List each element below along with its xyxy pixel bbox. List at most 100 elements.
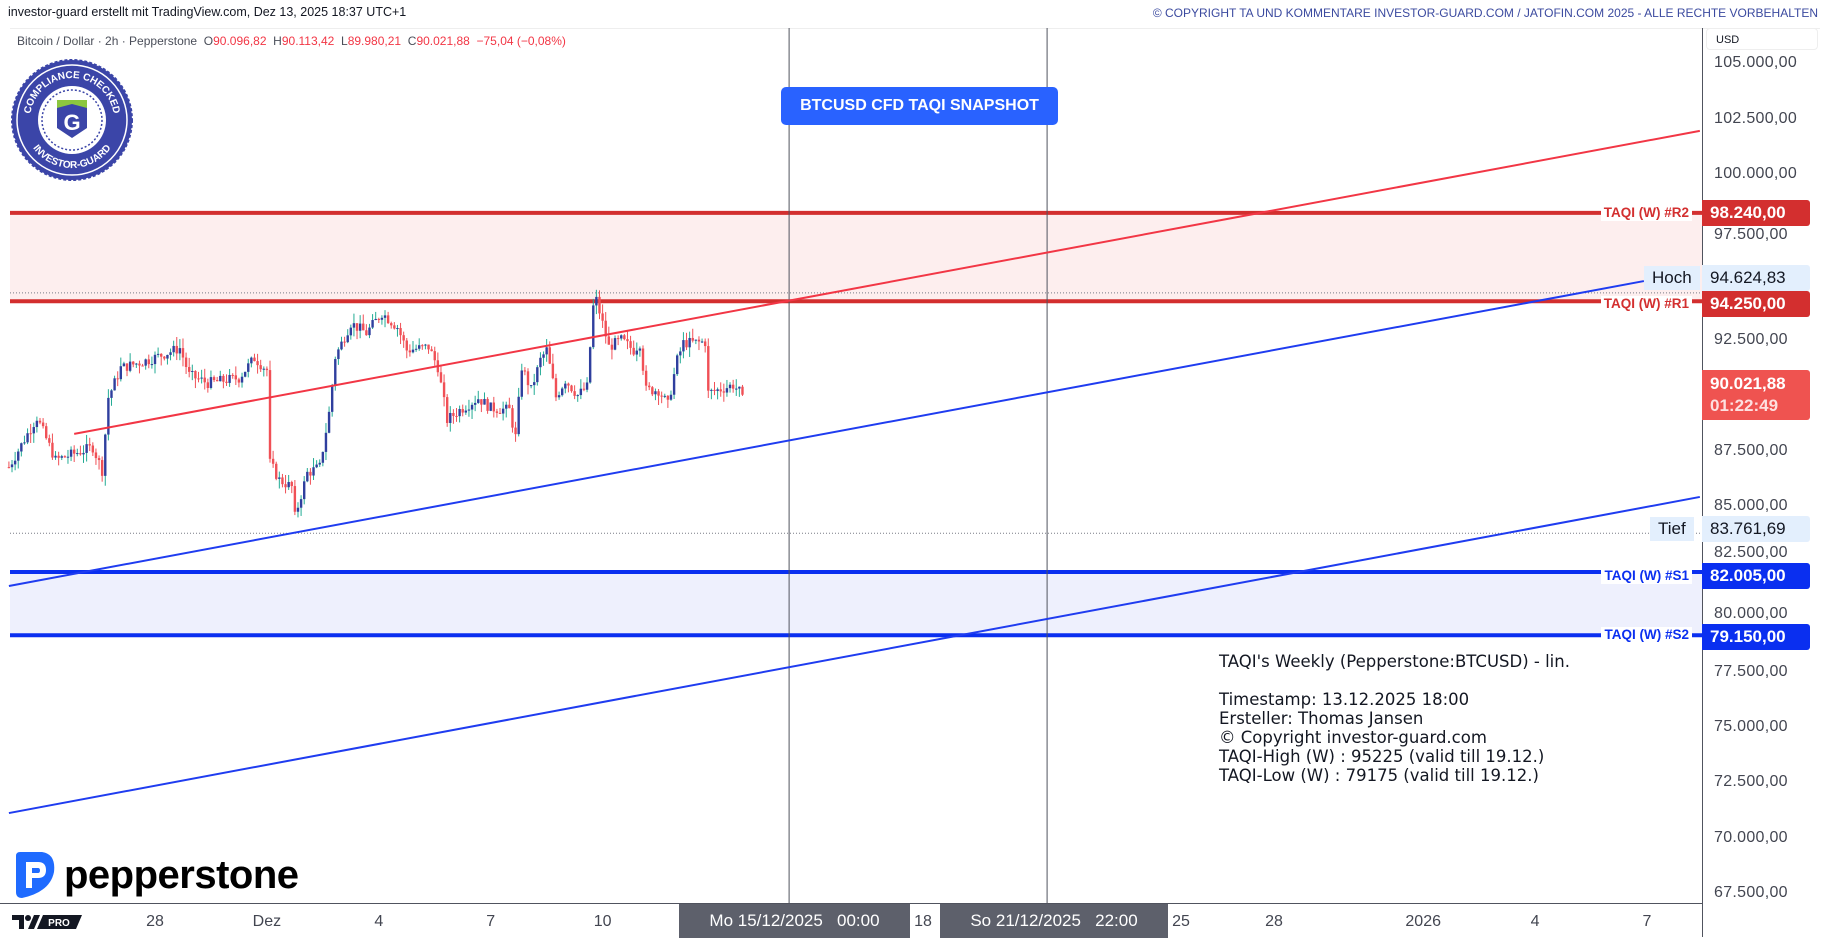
candle-body bbox=[187, 367, 191, 372]
candle-body bbox=[707, 346, 710, 391]
pepperstone-wordmark: pepperstone bbox=[64, 852, 299, 897]
candle-body bbox=[215, 380, 219, 382]
candle-body bbox=[635, 350, 638, 355]
candle-body bbox=[383, 315, 387, 318]
candle-body bbox=[324, 432, 328, 452]
candle-body bbox=[219, 375, 222, 382]
candle-body bbox=[69, 449, 73, 457]
candle-body bbox=[374, 318, 377, 321]
price-axis-border bbox=[1702, 28, 1703, 937]
candle-body bbox=[526, 371, 530, 386]
pepperstone-p-icon bbox=[16, 852, 55, 898]
candle-body bbox=[694, 339, 698, 341]
candle-body bbox=[445, 397, 449, 423]
candle-body bbox=[666, 395, 670, 400]
candle-body bbox=[116, 378, 119, 380]
candle-body bbox=[573, 391, 576, 396]
candle-body bbox=[79, 453, 82, 455]
candle-body bbox=[644, 370, 648, 386]
price-label-r2: 98.240,00 bbox=[1702, 199, 1810, 226]
candle-body bbox=[327, 411, 331, 433]
high-tag: Hoch bbox=[1644, 265, 1700, 290]
candle-body bbox=[660, 395, 663, 397]
time-axis[interactable]: Mo 15/12/2025 00:00 So 21/12/2025 22:00 … bbox=[0, 903, 1702, 938]
candle-body bbox=[315, 464, 318, 468]
candle-body bbox=[184, 357, 188, 368]
currency-button[interactable]: USD bbox=[1706, 28, 1818, 50]
close-label: C bbox=[407, 34, 417, 48]
candle-body bbox=[169, 352, 172, 355]
candle-body bbox=[607, 336, 611, 345]
candle-body bbox=[262, 368, 265, 370]
candle-body bbox=[275, 463, 278, 479]
candle-body bbox=[741, 386, 744, 395]
close-value: 90.021,88 bbox=[416, 34, 470, 48]
candle-body bbox=[26, 433, 29, 443]
candle-body bbox=[299, 499, 303, 508]
candle-body bbox=[237, 379, 241, 383]
candle-body bbox=[377, 318, 380, 320]
candle-body bbox=[641, 348, 645, 371]
candle-body bbox=[542, 354, 545, 358]
high-label: H bbox=[273, 34, 282, 48]
candle-body bbox=[13, 460, 17, 465]
candle-body bbox=[557, 395, 561, 398]
candle-body bbox=[100, 460, 104, 476]
candle-body bbox=[181, 348, 185, 358]
candle-body bbox=[579, 388, 583, 396]
candle-body bbox=[88, 444, 91, 446]
info-timestamp: Timestamp: 13.12.2025 18:00 bbox=[1219, 690, 1470, 709]
tradingview-logo[interactable]: PRO bbox=[12, 914, 82, 935]
candle-body bbox=[346, 335, 349, 343]
candle-body bbox=[321, 451, 325, 463]
svg-text:G: G bbox=[63, 110, 80, 135]
high-value: 90.113,42 bbox=[281, 34, 335, 48]
candle-body bbox=[306, 471, 309, 482]
symbol-label[interactable]: Bitcoin / Dollar · 2h · Pepperstone bbox=[17, 34, 198, 48]
compliance-seal-logo: COMPLIANCE CHECKED INVESTOR-GUARD G bbox=[10, 58, 134, 187]
candle-body bbox=[638, 348, 642, 351]
candle-body bbox=[393, 325, 396, 329]
candle-body bbox=[511, 408, 514, 428]
snapshot-title-button[interactable]: BTCUSD CFD TAQI SNAPSHOT bbox=[781, 87, 1058, 125]
time-tick-label: 2026 bbox=[1405, 913, 1441, 930]
price-label-r1: 94.250,00 bbox=[1702, 291, 1810, 318]
candle-body bbox=[66, 456, 70, 458]
price-tick-label: 105.000,00 bbox=[1714, 54, 1798, 72]
candle-body bbox=[358, 323, 362, 331]
open-label: O bbox=[203, 34, 214, 48]
candle-body bbox=[405, 340, 408, 351]
candle-body bbox=[738, 386, 741, 389]
candle-body bbox=[529, 385, 533, 387]
candle-body bbox=[287, 482, 290, 488]
candle-body bbox=[63, 456, 67, 458]
candle-body bbox=[399, 328, 402, 336]
low-value: 89.980,21 bbox=[347, 34, 402, 48]
candle-body bbox=[206, 382, 210, 388]
candle-body bbox=[132, 361, 135, 365]
candle-body bbox=[247, 363, 250, 372]
candle-body bbox=[318, 462, 321, 465]
candle-body bbox=[588, 347, 592, 383]
candle-body bbox=[234, 375, 238, 380]
candle-body bbox=[501, 408, 505, 414]
candle-body bbox=[461, 409, 464, 413]
candle-body bbox=[585, 382, 589, 390]
time-tick-label: 7 bbox=[486, 913, 496, 930]
candle-body bbox=[728, 384, 732, 389]
candle-body bbox=[51, 442, 54, 458]
candle-body bbox=[97, 458, 101, 461]
candle-body bbox=[548, 347, 551, 364]
candle-body bbox=[610, 344, 614, 350]
price-tick-label: 85.000,00 bbox=[1714, 496, 1788, 514]
candle-body bbox=[517, 396, 520, 435]
candle-body bbox=[178, 348, 182, 354]
price-tick-label: 97.500,00 bbox=[1714, 226, 1788, 244]
candle-body bbox=[657, 391, 660, 396]
candle-body bbox=[623, 335, 626, 340]
candle-body bbox=[408, 350, 412, 353]
level-label-s2: TAQI (W) #S2 bbox=[1601, 627, 1692, 644]
candle-body bbox=[576, 395, 579, 397]
price-label-s2: 79.150,00 bbox=[1702, 624, 1810, 651]
